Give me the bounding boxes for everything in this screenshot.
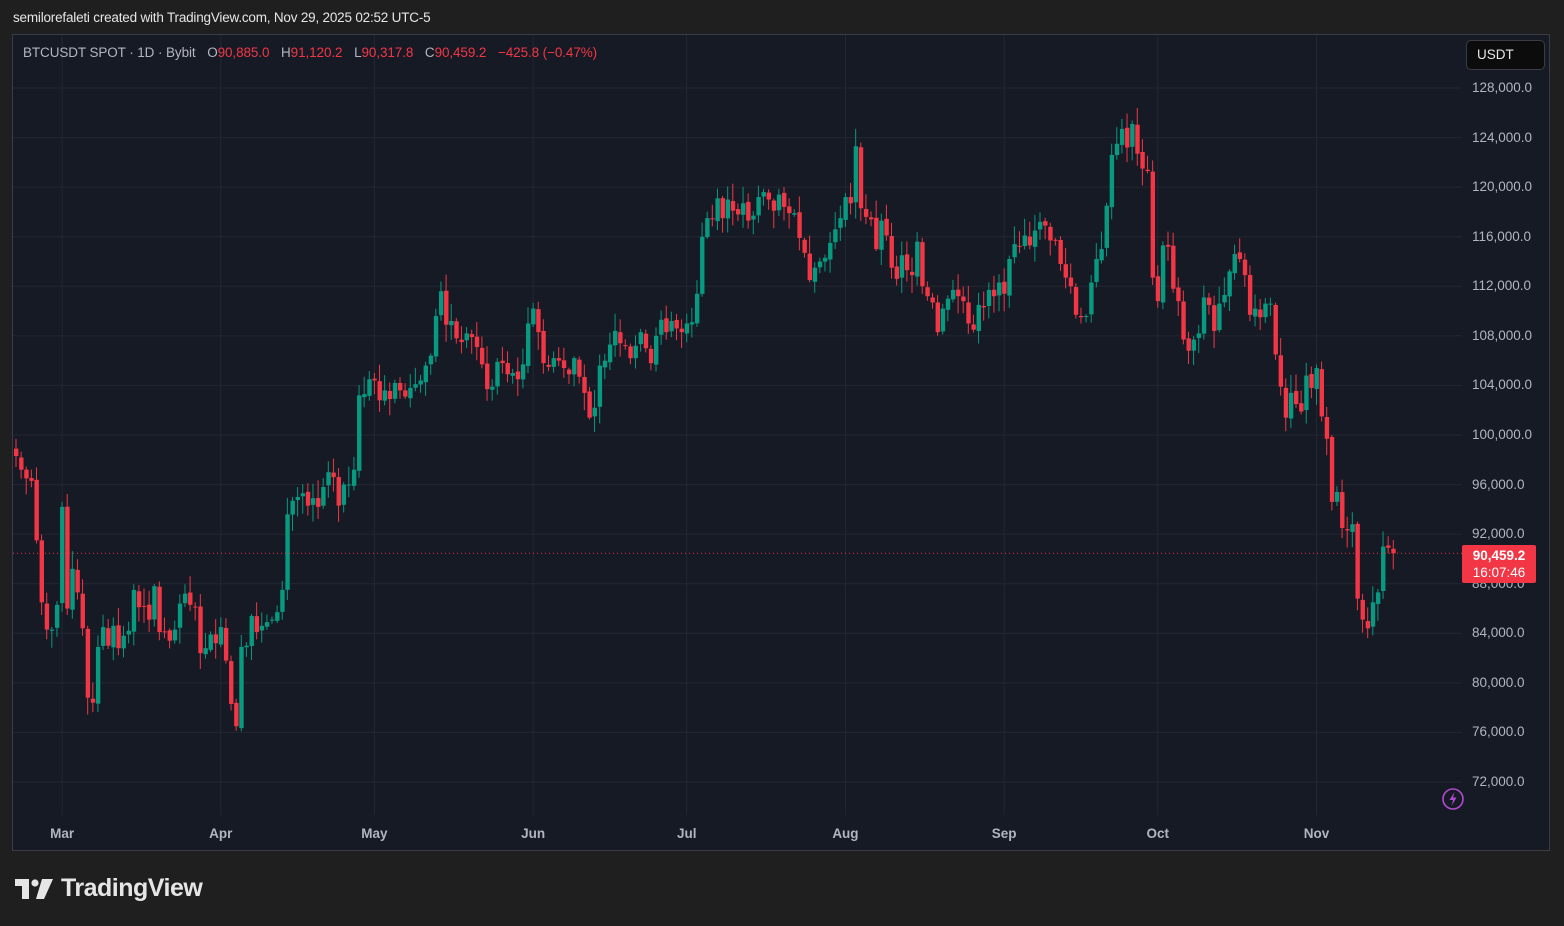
price-tick-label: 96,000.0 (1472, 476, 1525, 492)
lightning-icon[interactable] (1441, 787, 1465, 811)
price-tick-label: 108,000.0 (1472, 327, 1533, 343)
time-tick-label: Sep (991, 826, 1017, 841)
high-value: 91,120.2 (290, 45, 343, 60)
logo-text: TradingView (61, 874, 203, 902)
candlestick-chart[interactable] (13, 35, 1549, 850)
open-label: O (207, 45, 218, 60)
symbol-label[interactable]: BTCUSDT SPOT · 1D · Bybit (23, 45, 196, 60)
change-value: −425.8 (−0.47%) (497, 45, 598, 60)
price-tick-label: 112,000.0 (1472, 278, 1532, 294)
chart-panel[interactable] (12, 34, 1550, 851)
tradingview-logo[interactable]: TradingView (15, 874, 203, 903)
ohlc-legend: BTCUSDT SPOT · 1D · Bybit O90,885.0 H91,… (23, 45, 597, 60)
price-tick-label: 120,000.0 (1472, 179, 1533, 195)
last-price-value: 90,459.2 (1472, 548, 1526, 563)
currency-button[interactable]: USDT (1466, 40, 1545, 70)
price-tick-label: 80,000.0 (1472, 674, 1525, 690)
low-value: 90,317.8 (361, 45, 414, 60)
open-value: 90,885.0 (217, 45, 270, 60)
time-tick-label: Apr (209, 826, 233, 841)
price-tick-label: 124,000.0 (1472, 129, 1533, 145)
close-value: 90,459.2 (434, 45, 487, 60)
bar-countdown: 16:07:46 (1472, 565, 1526, 580)
time-tick-label: Aug (832, 826, 859, 841)
time-tick-label: Nov (1303, 826, 1330, 841)
price-tick-label: 128,000.0 (1472, 80, 1533, 95)
price-tick-label: 104,000.0 (1472, 377, 1533, 393)
close-label: C (424, 45, 435, 60)
time-tick-label: Mar (50, 826, 75, 841)
tradingview-logo-icon (15, 878, 53, 899)
time-tick-label: May (361, 826, 388, 841)
price-tick-label: 84,000.0 (1472, 625, 1525, 641)
price-tick-label: 76,000.0 (1472, 724, 1525, 740)
time-tick-label: Oct (1146, 826, 1170, 841)
low-label: L (354, 45, 362, 60)
price-tick-label: 100,000.0 (1472, 427, 1533, 442)
time-tick-label: Jun (521, 826, 546, 841)
high-label: H (281, 45, 291, 60)
price-tick-label: 72,000.0 (1472, 774, 1525, 789)
price-tick-label: 92,000.0 (1472, 526, 1525, 542)
price-tick-label: 116,000.0 (1472, 228, 1532, 244)
last-price-tag: 90,459.2 16:07:46 (1462, 545, 1536, 583)
chart-caption: semilorefaleti created with TradingView.… (13, 10, 431, 25)
time-tick-label: Jul (676, 826, 697, 841)
